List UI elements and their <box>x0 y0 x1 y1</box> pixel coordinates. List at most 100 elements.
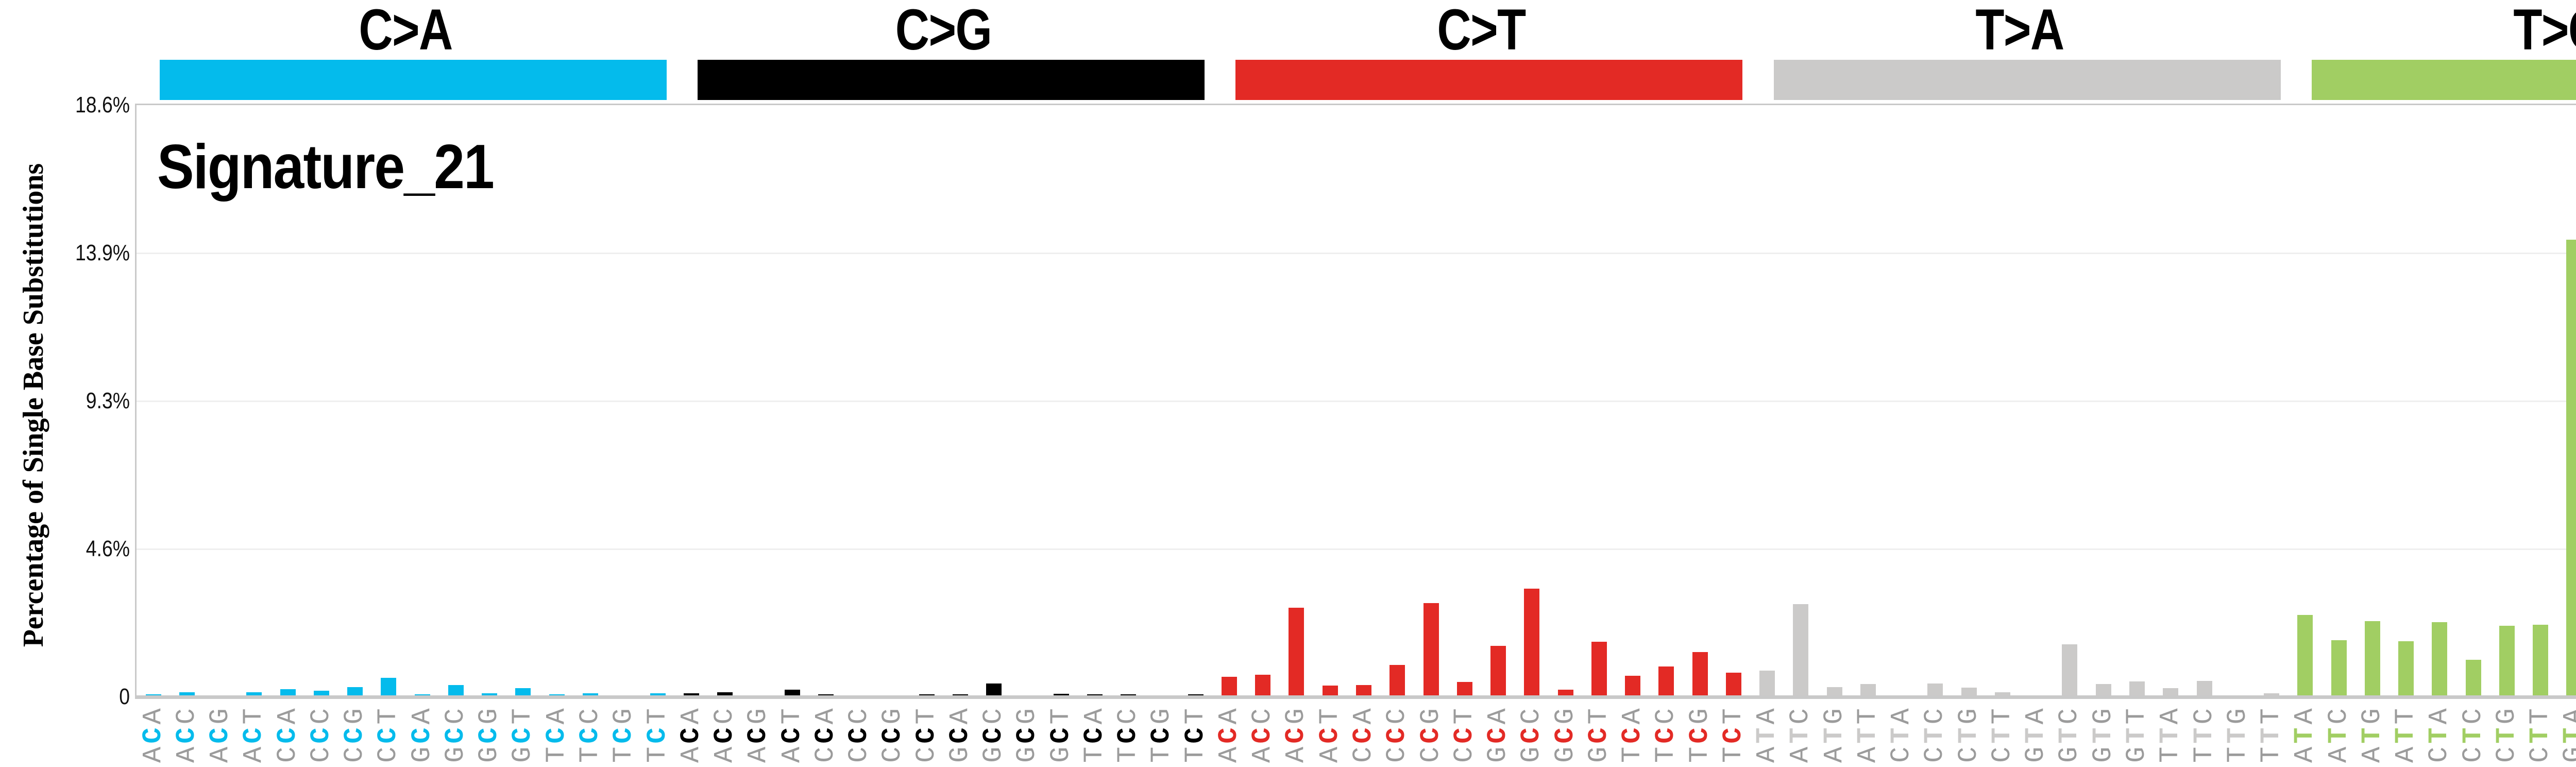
x-label-letter: T <box>1718 743 1749 763</box>
x-label-letter: C <box>2189 705 2219 725</box>
class-strip-T>C <box>2311 60 2576 100</box>
x-label-letter: T <box>1180 743 1211 763</box>
x-label-T>A-TTA: TTA <box>2155 695 2185 767</box>
x-label-letter: G <box>743 705 774 725</box>
bar-T>C-CTT <box>2533 624 2549 695</box>
x-label-letter: T <box>2256 705 2287 725</box>
bar-C>T-GCC <box>1524 589 1540 695</box>
bar-C>G-CCT <box>919 694 935 695</box>
x-label-T>C-GTA: GTA <box>2558 695 2576 767</box>
x-label-letter: A <box>675 705 706 725</box>
class-header-T>C: T>C <box>2513 0 2576 62</box>
x-label-letter: T <box>1146 743 1177 763</box>
x-label-letter: C <box>1920 743 1951 763</box>
x-label-C>A-CCC: CCC <box>306 695 336 767</box>
x-label-letter: G <box>440 743 471 763</box>
bar-T>C-GTA <box>2566 239 2576 695</box>
x-label-letter: T <box>776 705 807 725</box>
x-label-letter: A <box>2391 743 2421 763</box>
bar-T>C-ATT <box>2398 641 2414 695</box>
x-label-letter: T <box>1314 705 1345 725</box>
x-label-letter: G <box>205 705 236 725</box>
bar-C>G-ACT <box>784 689 800 695</box>
bar-T>C-CTG <box>2499 625 2515 695</box>
x-label-C>G-ACT: ACT <box>776 695 807 767</box>
x-label-letter: T <box>1819 724 1850 744</box>
x-label-letter: C <box>306 743 336 763</box>
x-label-letter: C <box>205 724 236 744</box>
x-label-letter: G <box>1516 743 1547 763</box>
x-label-C>G-GCG: GCG <box>1012 695 1042 767</box>
x-label-C>A-CCT: CCT <box>373 695 403 767</box>
x-label-letter: C <box>575 705 606 725</box>
bar-C>A-ACT <box>246 692 262 695</box>
x-label-letter: A <box>1852 743 1883 763</box>
x-label-letter: G <box>1550 743 1581 763</box>
x-label-letter: C <box>2458 743 2488 763</box>
x-label-C>T-CCC: CCC <box>1382 695 1412 767</box>
x-label-letter: C <box>171 724 202 744</box>
x-label-letter: T <box>911 705 942 725</box>
x-label-letter: C <box>1920 705 1951 725</box>
x-label-letter: C <box>575 724 606 744</box>
class-header-C>T: C>T <box>1437 0 1527 62</box>
bar-C>A-CCA <box>280 689 296 695</box>
x-label-letter: C <box>340 743 370 763</box>
x-label-letter: G <box>1550 705 1581 725</box>
x-label-T>C-CTG: CTG <box>2492 695 2522 767</box>
x-label-letter: G <box>2222 705 2253 725</box>
x-label-C>T-CCT: CCT <box>1449 695 1480 767</box>
x-label-letter: C <box>340 724 370 744</box>
bar-T>A-ATG <box>1826 687 1842 695</box>
x-label-letter: T <box>2256 743 2287 763</box>
x-label-letter: C <box>474 724 505 744</box>
x-label-C>A-TCA: TCA <box>541 695 572 767</box>
x-label-letter: C <box>743 724 774 744</box>
y-tick-label-9.3%: 9.3% <box>86 388 130 413</box>
bar-T>A-ATA <box>1759 671 1775 695</box>
x-label-letter: C <box>776 724 807 744</box>
x-label-letter: C <box>911 743 942 763</box>
x-label-letter: T <box>2391 724 2421 744</box>
bar-C>G-ACA <box>683 693 699 695</box>
x-label-letter: C <box>877 724 908 744</box>
x-label-letter: G <box>2357 705 2387 725</box>
bar-C>A-GCG <box>482 693 498 695</box>
x-label-letter: G <box>2054 743 2085 763</box>
x-label-letter: A <box>272 705 303 725</box>
bar-T>A-TTT <box>2264 693 2280 695</box>
x-label-letter: A <box>406 705 437 725</box>
x-label-letter: T <box>2222 724 2253 744</box>
x-label-letter: A <box>1617 705 1648 725</box>
x-label-letter: C <box>608 724 639 744</box>
x-label-C>T-CCG: CCG <box>1415 695 1446 767</box>
x-label-letter: C <box>1113 724 1144 744</box>
x-label-letter: C <box>1348 743 1379 763</box>
x-label-letter: T <box>507 705 538 725</box>
x-label-letter: C <box>675 724 706 744</box>
x-label-T>A-GTG: GTG <box>2088 695 2119 767</box>
bar-C>G-ACC <box>717 692 733 695</box>
bar-C>T-GCG <box>1557 689 1573 695</box>
page-title: Signature_21 <box>157 131 495 202</box>
x-label-C>T-TCC: TCC <box>1651 695 1681 767</box>
x-label-letter: A <box>138 743 168 763</box>
bar-T>A-GTT <box>2129 681 2145 695</box>
x-label-C>A-GCC: GCC <box>440 695 471 767</box>
x-label-letter: C <box>2458 705 2488 725</box>
x-label-letter: C <box>1449 743 1480 763</box>
x-label-letter: T <box>2525 724 2556 744</box>
plot-baseline <box>135 695 2576 699</box>
x-label-letter: C <box>877 743 908 763</box>
x-label-letter: C <box>844 724 875 744</box>
bar-T>A-TTA <box>2163 688 2179 695</box>
bar-T>C-ATC <box>2331 640 2347 695</box>
x-label-C>G-GCT: GCT <box>1046 695 1076 767</box>
x-label-letter: T <box>2222 743 2253 763</box>
x-label-letter: A <box>2357 743 2387 763</box>
x-label-letter: C <box>1415 743 1446 763</box>
x-label-letter: C <box>1314 724 1345 744</box>
class-strip-T>A <box>1773 60 2281 100</box>
x-label-letter: C <box>978 724 1009 744</box>
x-label-letter: A <box>2290 743 2320 763</box>
